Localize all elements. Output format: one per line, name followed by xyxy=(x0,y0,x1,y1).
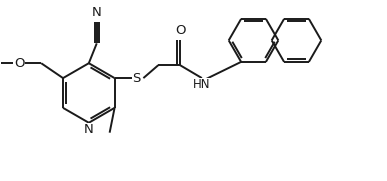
Text: O: O xyxy=(14,57,25,70)
Text: N: N xyxy=(92,6,102,19)
Text: O: O xyxy=(175,24,185,37)
Text: HN: HN xyxy=(193,78,211,91)
Text: S: S xyxy=(132,72,140,85)
Text: N: N xyxy=(84,123,94,136)
